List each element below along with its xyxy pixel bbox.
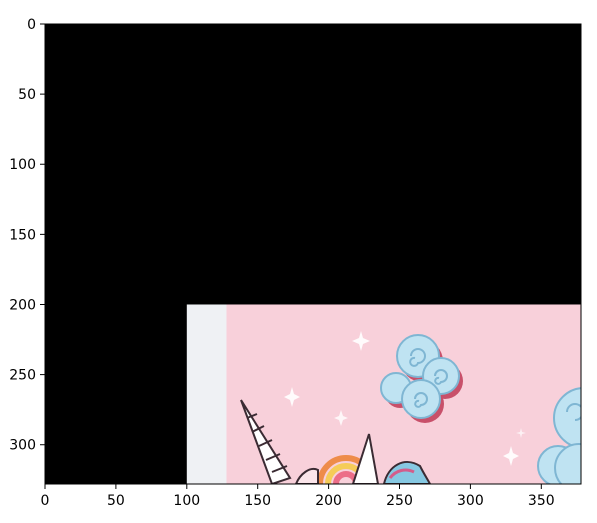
star-icon — [516, 428, 526, 438]
unicorn-head — [294, 468, 319, 484]
x-tick-label: 300 — [457, 493, 484, 509]
y-tick-label: 100 — [9, 157, 36, 173]
x-tick-label: 250 — [386, 493, 413, 509]
plot-frame — [44, 23, 582, 485]
y-tick-label: 50 — [18, 87, 36, 103]
mane-blue — [382, 461, 432, 484]
star-icon — [284, 387, 300, 407]
light-gray-strip — [186, 304, 227, 484]
star-icon — [352, 331, 370, 351]
cloud-icon — [380, 334, 463, 423]
y-tick-label: 0 — [27, 17, 36, 33]
y-tick-label: 150 — [9, 227, 36, 243]
unicorn-horn — [240, 399, 292, 484]
y-tick-label: 250 — [9, 368, 36, 384]
x-tick-label: 0 — [41, 493, 50, 509]
y-tick-label: 300 — [9, 438, 36, 454]
x-tick-label: 350 — [528, 493, 555, 509]
star-icon — [503, 446, 519, 466]
cloud-icon — [537, 387, 581, 484]
unicorn-ear — [351, 433, 380, 484]
x-tick-label: 100 — [173, 493, 200, 509]
x-tick-label: 200 — [315, 493, 342, 509]
y-tick-label: 200 — [9, 297, 36, 313]
star-icon — [334, 410, 348, 426]
x-tick-label: 150 — [244, 493, 271, 509]
x-tick-label: 50 — [107, 493, 125, 509]
x-axis: 0 50 100 150 200 250 300 350 — [41, 484, 555, 509]
y-axis: 0 50 100 150 200 250 300 — [9, 17, 45, 454]
unicorn-illustration — [240, 331, 581, 484]
image-area — [45, 24, 581, 484]
